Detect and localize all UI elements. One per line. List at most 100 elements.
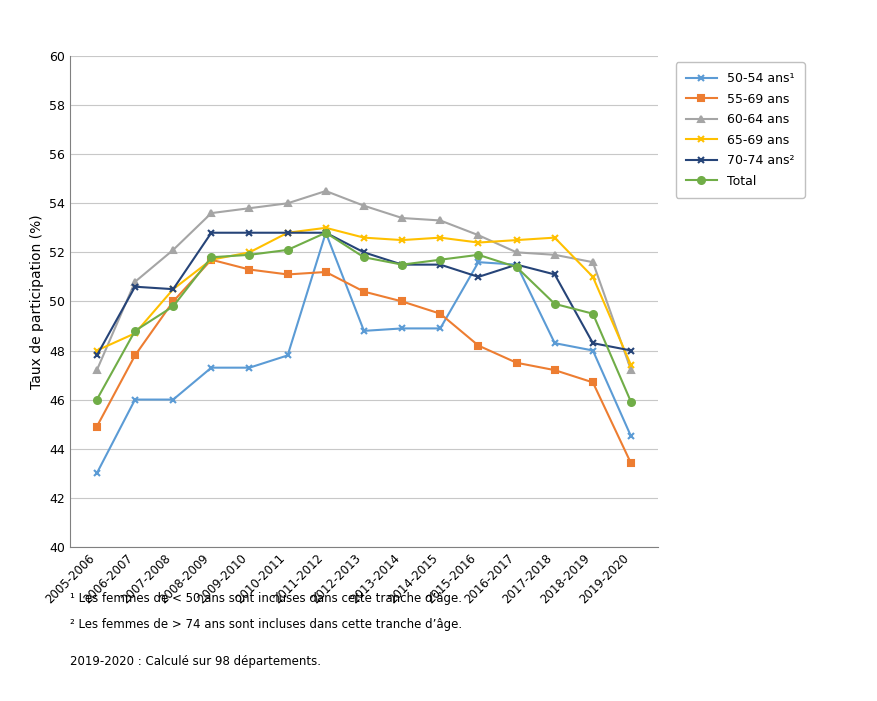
Total [206,253,217,261]
Total [168,302,178,311]
Line: Total: Total [93,229,635,405]
70-74 ans² [359,248,369,257]
Total [359,253,369,261]
50-54 ans¹ [130,395,140,404]
Total [397,261,408,269]
50-54 ans¹ [435,324,446,333]
Y-axis label: Taux de participation (%): Taux de participation (%) [30,214,44,389]
55-69 ans [588,378,598,386]
60-64 ans [244,204,254,212]
70-74 ans² [511,261,522,269]
60-64 ans [130,278,140,286]
Total [626,398,637,407]
60-64 ans [435,216,446,224]
55-69 ans [282,270,293,278]
Total [474,250,484,259]
65-69 ans [282,229,293,237]
55-69 ans [130,351,140,360]
55-69 ans [626,459,637,468]
50-54 ans¹ [168,395,178,404]
70-74 ans² [588,339,598,347]
50-54 ans¹ [282,351,293,360]
65-69 ans [91,346,102,355]
50-54 ans¹ [626,432,637,440]
Total [550,300,560,308]
55-69 ans [550,366,560,374]
Text: ² Les femmes de > 74 ans sont incluses dans cette tranche d’âge.: ² Les femmes de > 74 ans sont incluses d… [70,618,462,632]
70-74 ans² [397,261,408,269]
70-74 ans² [626,346,637,355]
65-69 ans [435,233,446,242]
70-74 ans² [244,229,254,237]
Line: 65-69 ans: 65-69 ans [93,224,635,369]
Total [130,327,140,335]
65-69 ans [588,273,598,281]
60-64 ans [511,248,522,257]
50-54 ans¹ [397,324,408,333]
65-69 ans [168,285,178,293]
Text: ¹ Les femmes de < 50 ans sont incluses dans cette tranche d’âge.: ¹ Les femmes de < 50 ans sont incluses d… [70,592,462,606]
65-69 ans [626,361,637,369]
Total [511,263,522,271]
50-54 ans¹ [206,364,217,372]
65-69 ans [244,248,254,257]
65-69 ans [359,233,369,242]
Legend: 50-54 ans¹, 55-69 ans, 60-64 ans, 65-69 ans, 70-74 ans², Total: 50-54 ans¹, 55-69 ans, 60-64 ans, 65-69 … [676,62,804,198]
50-54 ans¹ [91,469,102,477]
65-69 ans [550,233,560,242]
Line: 55-69 ans: 55-69 ans [93,257,635,467]
60-64 ans [206,209,217,217]
60-64 ans [397,214,408,222]
70-74 ans² [91,351,102,360]
70-74 ans² [320,229,331,237]
60-64 ans [168,246,178,254]
65-69 ans [397,236,408,244]
65-69 ans [511,236,522,244]
55-69 ans [397,297,408,306]
55-69 ans [320,268,331,276]
65-69 ans [206,255,217,264]
55-69 ans [474,341,484,350]
70-74 ans² [435,261,446,269]
Line: 70-74 ans²: 70-74 ans² [93,229,635,359]
60-64 ans [359,202,369,210]
Total [282,246,293,254]
50-54 ans¹ [244,364,254,372]
55-69 ans [244,265,254,273]
60-64 ans [474,231,484,240]
60-64 ans [550,250,560,259]
Total [320,229,331,237]
Total [435,255,446,264]
Total [244,250,254,259]
Total [588,310,598,318]
65-69 ans [130,329,140,337]
65-69 ans [474,238,484,247]
70-74 ans² [206,229,217,237]
55-69 ans [511,358,522,367]
Text: 2019-2020 : Calculé sur 98 départements.: 2019-2020 : Calculé sur 98 départements. [70,655,321,669]
50-54 ans¹ [474,258,484,266]
60-64 ans [91,366,102,374]
60-64 ans [320,187,331,196]
Line: 50-54 ans¹: 50-54 ans¹ [93,229,635,477]
70-74 ans² [550,270,560,278]
60-64 ans [588,258,598,266]
55-69 ans [359,287,369,296]
55-69 ans [168,297,178,306]
55-69 ans [206,255,217,264]
Total [91,395,102,404]
55-69 ans [91,422,102,430]
60-64 ans [626,366,637,374]
70-74 ans² [282,229,293,237]
70-74 ans² [130,283,140,291]
Line: 60-64 ans: 60-64 ans [93,188,635,374]
50-54 ans¹ [550,339,560,347]
60-64 ans [282,199,293,207]
55-69 ans [435,310,446,318]
50-54 ans¹ [511,261,522,269]
65-69 ans [320,224,331,232]
50-54 ans¹ [588,346,598,355]
70-74 ans² [474,273,484,281]
70-74 ans² [168,285,178,293]
50-54 ans¹ [359,327,369,335]
